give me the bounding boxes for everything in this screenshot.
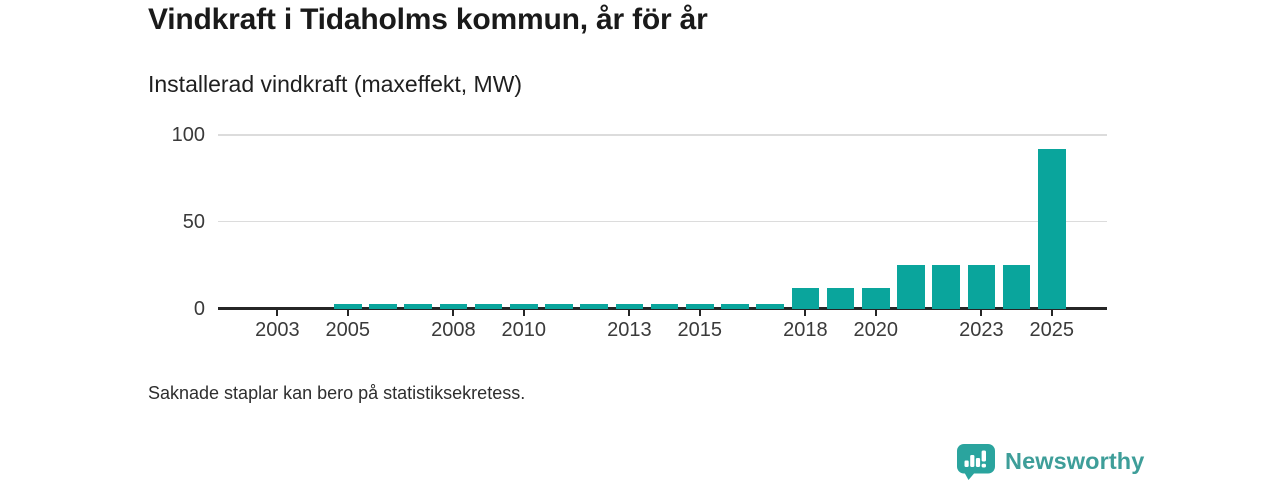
bar-2007 xyxy=(404,304,432,309)
chart-subtitle: Installerad vindkraft (maxeffekt, MW) xyxy=(148,71,523,97)
gridline-100 xyxy=(218,134,1107,136)
bar-2011 xyxy=(545,304,573,309)
bar-2024 xyxy=(1002,265,1031,309)
x-axis-tick xyxy=(452,309,455,316)
x-axis-tick-label: 2018 xyxy=(783,319,828,341)
bar-2005 xyxy=(334,304,362,309)
y-axis-tick-label: 0 xyxy=(193,297,205,320)
x-axis-tick xyxy=(522,309,525,316)
newsworthy-logo[interactable]: Newsworthy xyxy=(956,443,1144,480)
gridline-50 xyxy=(218,221,1107,223)
bar-2013 xyxy=(615,304,644,309)
newsworthy-chart-bubble-icon xyxy=(957,444,995,480)
bar-2018 xyxy=(791,287,820,309)
x-axis-tick xyxy=(874,309,877,316)
bar-2009 xyxy=(474,304,503,309)
bar-2020 xyxy=(862,287,890,309)
x-axis-tick xyxy=(276,309,279,316)
logo-text: Newsworthy xyxy=(1005,448,1145,474)
bar-2006 xyxy=(369,304,397,309)
x-axis-tick xyxy=(698,309,701,316)
x-axis-tick xyxy=(804,309,807,316)
plot-area: 2003 2005 2008 2010 2013 2015 2018 2020 2023 2025 xyxy=(218,134,1107,341)
x-axis-tick-label: 2003 xyxy=(255,319,300,341)
bar-2022 xyxy=(932,265,960,309)
x-axis-tick xyxy=(346,309,349,316)
y-axis-labels: 0 50 100 xyxy=(140,0,205,480)
bar-2016 xyxy=(721,304,749,309)
x-axis-tick-label: 2023 xyxy=(959,319,1004,341)
x-axis-tick xyxy=(980,309,983,316)
bar-2010 xyxy=(510,304,538,309)
bar-2014 xyxy=(650,304,679,309)
bar-2023 xyxy=(967,265,996,309)
x-axis-tick xyxy=(1050,309,1053,316)
x-axis-tick-label: 2010 xyxy=(501,319,547,341)
x-axis-tick-label: 2020 xyxy=(853,319,899,341)
x-axis-tick-label: 2008 xyxy=(431,319,476,341)
bar-2021 xyxy=(897,265,925,309)
x-axis-tick xyxy=(628,309,631,316)
x-axis-tick-label: 2015 xyxy=(677,319,723,341)
y-axis-tick-label: 100 xyxy=(171,124,205,146)
bar-2015 xyxy=(686,304,714,309)
x-axis-tick-label: 2025 xyxy=(1029,319,1075,341)
bar-2017 xyxy=(756,304,784,309)
x-axis-tick-label: 2013 xyxy=(607,319,652,341)
footnote: Saknade staplar kan bero på statistiksek… xyxy=(148,383,526,403)
bar-2025 xyxy=(1038,148,1066,309)
bar-2012 xyxy=(580,304,608,309)
page-title: Vindkraft i Tidaholms kommun, år för år xyxy=(148,3,708,36)
y-axis-tick-label: 50 xyxy=(182,210,205,233)
bar-2008 xyxy=(439,304,468,309)
bar-2019 xyxy=(826,287,855,309)
x-axis-tick-label: 2005 xyxy=(325,319,371,341)
